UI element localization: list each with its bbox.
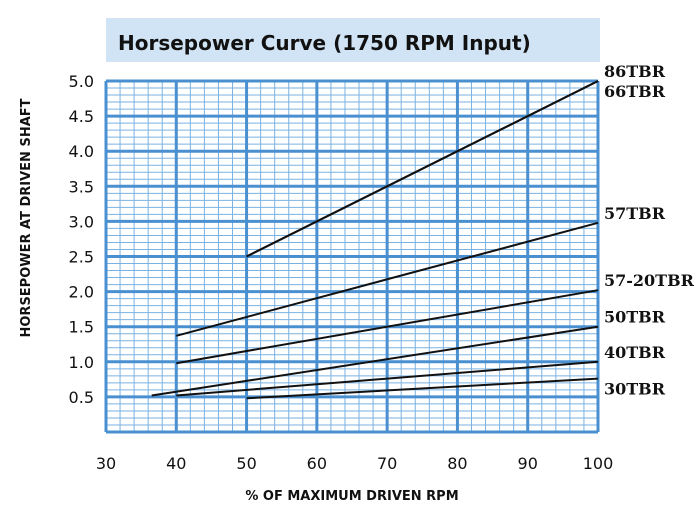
y-tick-label: 1.0 — [69, 353, 94, 372]
x-tick-label: 100 — [583, 454, 614, 473]
x-tick-label: 60 — [307, 454, 327, 473]
x-tick-label: 80 — [447, 454, 467, 473]
series-label-66tbr: 66TBR — [604, 82, 666, 101]
series-label-86tbr: 86TBR — [604, 62, 666, 81]
y-tick-label: 0.5 — [69, 388, 94, 407]
x-tick-label: 70 — [377, 454, 397, 473]
y-tick-label: 4.5 — [69, 107, 94, 126]
series-line-66tbr — [246, 80, 599, 258]
title-band — [106, 18, 600, 62]
x-axis-label: % OF MAXIMUM DRIVEN RPM — [245, 489, 458, 504]
y-tick-label: 2.5 — [69, 248, 94, 267]
series-line-50tbr — [151, 325, 599, 397]
y-tick-labels: 0.5 1.0 1.5 2.0 2.5 3.0 3.5 4.0 4.5 5.0 — [69, 72, 94, 407]
y-axis-label: HORSEPOWER AT DRIVEN SHAFT — [19, 98, 34, 337]
x-tick-label: 30 — [96, 454, 116, 473]
chart-title: Horsepower Curve (1750 RPM Input) — [118, 31, 531, 55]
x-tick-label: 90 — [518, 454, 538, 473]
y-tick-label: 3.0 — [69, 212, 94, 231]
series-label-57-20tbr: 57-20TBR — [604, 271, 694, 290]
y-tick-label: 3.5 — [69, 177, 94, 196]
series-label-50tbr: 50TBR — [604, 308, 666, 327]
series-line-57-20tbr — [176, 289, 599, 365]
series-line-30tbr — [246, 377, 599, 400]
grid-major-lines — [104, 79, 600, 434]
y-tick-label: 2.0 — [69, 283, 94, 302]
y-tick-label: 4.0 — [69, 142, 94, 161]
x-tick-labels: 30 40 50 60 70 80 90 100 — [96, 454, 613, 473]
series-label-57tbr: 57TBR — [604, 204, 666, 223]
series-label-30tbr: 30TBR — [604, 380, 666, 399]
series-line-57tbr — [176, 221, 599, 337]
series-label-40tbr: 40TBR — [604, 343, 666, 362]
x-tick-label: 40 — [166, 454, 186, 473]
x-tick-label: 50 — [236, 454, 256, 473]
y-tick-label: 5.0 — [69, 72, 94, 91]
series-lines — [151, 80, 599, 400]
y-tick-label: 1.5 — [69, 318, 94, 337]
series-line-40tbr — [176, 360, 599, 397]
